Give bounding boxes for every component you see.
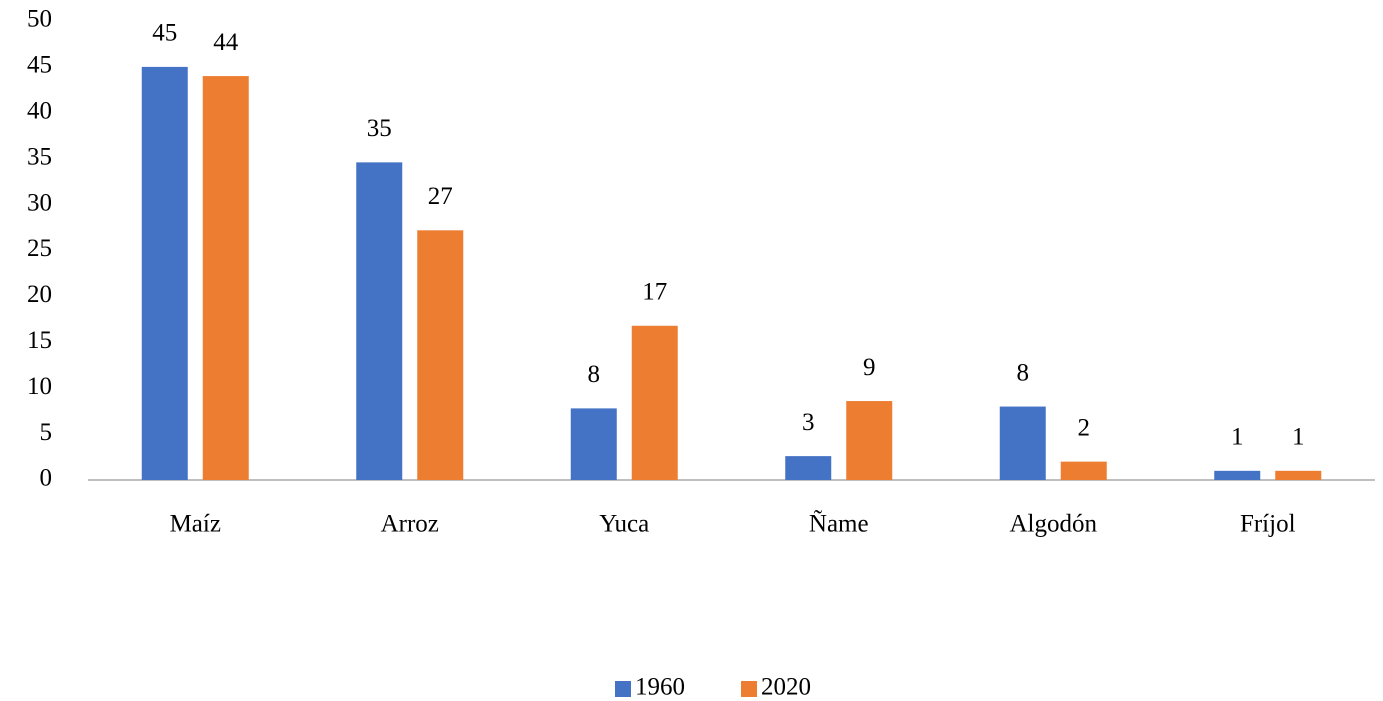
y-tick-label: 15 [27, 327, 52, 354]
bar [417, 230, 464, 480]
y-tick-label: 40 [27, 98, 52, 125]
x-tick-label: Maíz [170, 511, 221, 538]
bar [1060, 461, 1107, 480]
x-tick-label: Algodón [1010, 511, 1098, 538]
bar [1214, 470, 1261, 480]
data-label: 8 [588, 361, 601, 388]
y-tick-label: 30 [27, 189, 52, 216]
data-label: 35 [367, 115, 392, 142]
data-label: 27 [428, 183, 453, 210]
data-label: 44 [213, 29, 239, 56]
bar [141, 66, 188, 481]
bar [631, 325, 678, 480]
y-tick-label: 5 [40, 419, 53, 446]
data-label: 1 [1292, 424, 1305, 451]
bar [785, 456, 832, 480]
x-tick-label: Ñame [809, 510, 869, 538]
bar [356, 162, 403, 480]
y-tick-label: 0 [40, 465, 53, 492]
bar [1275, 470, 1322, 480]
legend-label: 2020 [761, 674, 811, 701]
legend-swatch [741, 681, 757, 697]
data-label: 8 [1017, 359, 1030, 386]
bar [570, 408, 617, 480]
y-tick-label: 10 [27, 373, 52, 400]
data-label: 17 [642, 279, 667, 306]
y-tick-label: 25 [27, 235, 52, 262]
legend-label: 1960 [635, 674, 685, 701]
bar [202, 76, 249, 480]
bar [846, 401, 893, 480]
y-tick-label: 45 [27, 52, 52, 79]
data-label: 3 [802, 409, 815, 436]
x-tick-label: Yuca [599, 511, 649, 538]
bar [999, 406, 1046, 480]
data-label: 1 [1231, 424, 1244, 451]
x-tick-label: Fríjol [1240, 511, 1296, 538]
x-tick-label: Arroz [381, 511, 439, 538]
data-label: 2 [1078, 414, 1091, 441]
data-label: 45 [152, 20, 177, 47]
y-tick-label: 50 [27, 6, 52, 33]
y-tick-label: 20 [27, 281, 52, 308]
y-tick-label: 35 [27, 143, 52, 170]
data-label: 9 [863, 354, 876, 381]
legend-swatch [615, 681, 631, 697]
